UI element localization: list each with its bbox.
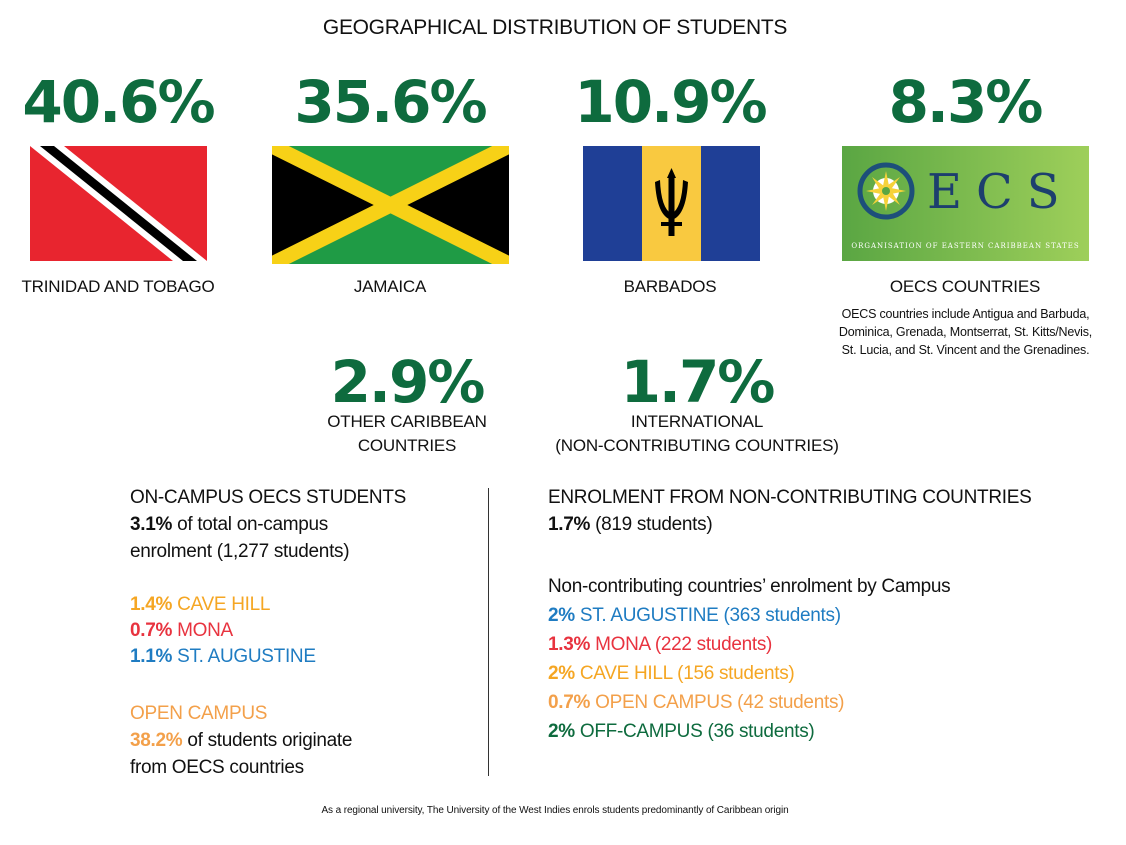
jamaica-percent: 35.6% — [294, 68, 487, 136]
page-title: GEOGRAPHICAL DISTRIBUTION OF STUDENTS — [322, 16, 788, 39]
open-campus-stat-line: 38.2% of students originate — [130, 730, 353, 751]
nc-campus-open-campus: 0.7% OPEN CAMPUS (42 students) — [548, 692, 845, 713]
other-caribbean-label: OTHER CARIBBEAN COUNTRIES — [327, 412, 487, 455]
trinidad-percent: 40.6% — [22, 68, 215, 136]
on-campus-heading: ON-CAMPUS OECS STUDENTS — [130, 487, 407, 508]
oecs-logo: ECS Organisation of Eastern Caribbean St… — [842, 146, 1089, 261]
barbados-label: BARBADOS — [623, 277, 717, 296]
nc-campus-cave-hill: 2% CAVE HILL (156 students) — [548, 663, 795, 684]
on-campus-oecs-section: ON-CAMPUS OECS STUDENTS 3.1% of total on… — [130, 484, 470, 565]
non-contributing-stat-line: 1.7% (819 students) — [548, 514, 713, 535]
jamaica-flag — [272, 146, 509, 264]
oecs-logo-text: ECS — [927, 164, 1074, 220]
campus-mona: 0.7% MONA — [130, 620, 233, 641]
trinidad-label: TRINIDAD AND TOBAGO — [21, 277, 215, 296]
open-campus-section: OPEN CAMPUS 38.2% of students originate … — [130, 700, 470, 781]
international-percent: 1.7% — [620, 348, 776, 416]
campus-cave-hill: 1.4% CAVE HILL — [130, 594, 271, 615]
trinidad-flag — [30, 146, 207, 261]
international-label: INTERNATIONAL (NON-CONTRIBUTING COUNTRIE… — [555, 412, 839, 455]
barbados-flag — [583, 146, 760, 261]
campus-st-augustine: 1.1% ST. AUGUSTINE — [130, 646, 316, 667]
non-contributing-heading: ENROLMENT FROM NON-CONTRIBUTING COUNTRIE… — [548, 487, 1032, 508]
open-campus-heading: OPEN CAMPUS — [130, 703, 268, 724]
oecs-percent: 8.3% — [888, 68, 1044, 136]
column-divider — [488, 488, 489, 776]
oecs-note: OECS countries include Antigua and Barbu… — [838, 307, 1093, 357]
non-contributing-campus-list: Non-contributing countries’ enrolment by… — [548, 572, 1108, 746]
by-campus-heading: Non-contributing countries’ enrolment by… — [548, 576, 951, 597]
jamaica-label: JAMAICA — [353, 277, 427, 296]
nc-campus-st-augustine: 2% ST. AUGUSTINE (363 students) — [548, 605, 841, 626]
on-campus-stat-line: 3.1% of total on-campus — [130, 514, 328, 535]
oecs-label: OECS COUNTRIES — [889, 277, 1041, 296]
footer-note: As a regional university, The University… — [321, 805, 789, 816]
nc-campus-off-campus: 2% OFF-CAMPUS (36 students) — [548, 721, 815, 742]
other-caribbean-percent: 2.9% — [330, 348, 486, 416]
on-campus-campus-list: 1.4% CAVE HILL 0.7% MONA 1.1% ST. AUGUST… — [130, 592, 470, 670]
nc-campus-mona: 1.3% MONA (222 students) — [548, 634, 773, 655]
barbados-percent: 10.9% — [574, 68, 767, 136]
oecs-logo-subtext: Organisation of Eastern Caribbean States — [851, 242, 1080, 250]
non-contributing-section: ENROLMENT FROM NON-CONTRIBUTING COUNTRIE… — [548, 484, 1108, 538]
